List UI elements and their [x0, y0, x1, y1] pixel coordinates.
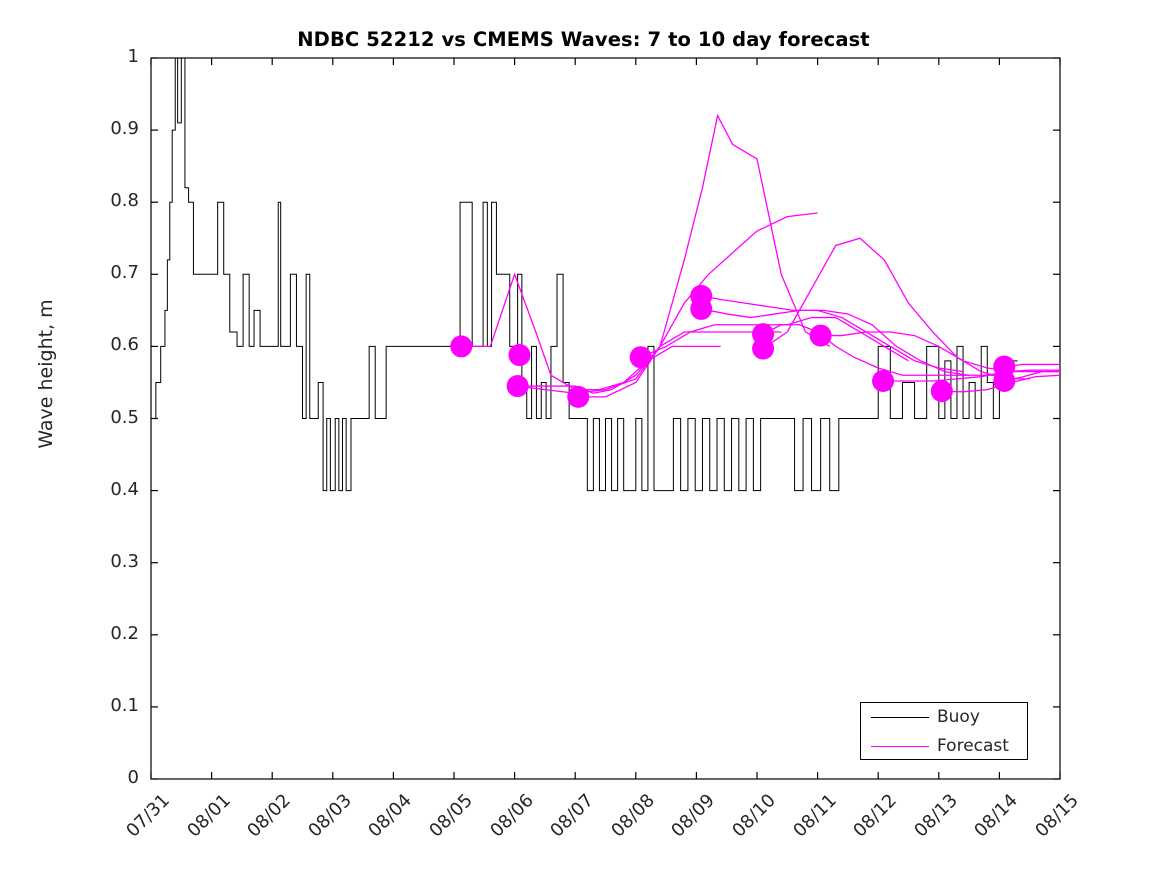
- forecast-start-marker: [508, 344, 531, 367]
- legend-label-forecast: Forecast: [937, 736, 1009, 756]
- y-tick-label: 0.4: [110, 478, 139, 500]
- forecast-start-marker: [690, 297, 713, 320]
- series-line: [883, 369, 1060, 382]
- series-line: [640, 316, 909, 362]
- forecast-start-marker: [930, 380, 953, 403]
- legend-swatch-forecast: [871, 746, 929, 747]
- forecast-start-marker: [450, 335, 473, 358]
- data-series: [151, 58, 1060, 492]
- series-line: [701, 308, 970, 376]
- forecast-start-marker: [567, 385, 590, 408]
- y-tick-label: 0.2: [110, 622, 139, 644]
- series-line: [820, 331, 1060, 373]
- y-tick-label: 0.9: [110, 118, 139, 140]
- y-tick-label: 0.6: [110, 334, 139, 356]
- y-tick-label: 0.3: [110, 550, 139, 572]
- y-tick-label: 1: [127, 46, 139, 67]
- forecast-start-marker: [506, 375, 529, 398]
- legend-label-buoy: Buoy: [937, 707, 980, 727]
- y-tick-label: 0.8: [110, 190, 139, 212]
- series-line: [701, 295, 964, 373]
- series-line: [461, 272, 721, 391]
- y-tick-label: 0.1: [110, 694, 139, 716]
- forecast-start-marker: [752, 337, 775, 360]
- series-line: [151, 58, 1018, 492]
- legend-swatch-buoy: [871, 717, 929, 718]
- forecast-start-marker: [993, 370, 1016, 393]
- legend-row-forecast: Forecast: [861, 732, 1029, 761]
- forecast-start-marker: [629, 346, 652, 369]
- forecast-start-marker: [809, 324, 832, 347]
- legend: Buoy Forecast: [860, 702, 1028, 760]
- y-tick-label: 0.7: [110, 262, 139, 284]
- chart-title: NDBC 52212 vs CMEMS Waves: 7 to 10 day f…: [297, 28, 870, 51]
- forecast-start-markers: [450, 284, 1016, 408]
- series-line: [578, 113, 831, 398]
- axis-ticks: [150, 57, 1061, 780]
- legend-row-buoy: Buoy: [861, 703, 1029, 732]
- y-tick-label: 0.5: [110, 406, 139, 428]
- series-line: [762, 324, 1000, 376]
- y-tick-label: 0: [127, 767, 139, 788]
- series-line: [762, 237, 1030, 380]
- forecast-start-marker: [872, 370, 895, 393]
